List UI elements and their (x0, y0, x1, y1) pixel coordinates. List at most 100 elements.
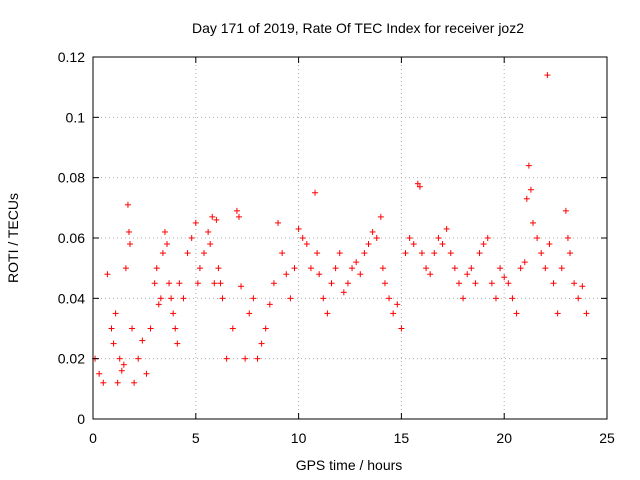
data-point (365, 241, 372, 248)
data-point (575, 295, 582, 302)
data-point (566, 250, 573, 257)
data-point (176, 280, 183, 287)
data-point (379, 265, 386, 272)
data-point (464, 271, 471, 278)
data-point (406, 235, 413, 241)
data-point (460, 295, 467, 302)
data-point (147, 325, 154, 332)
data-point (435, 235, 442, 241)
data-point (307, 265, 314, 272)
data-point (390, 310, 397, 317)
data-point (501, 274, 508, 281)
data-point (120, 361, 127, 368)
data-point (525, 162, 532, 169)
data-point (131, 379, 138, 386)
data-point (238, 283, 245, 290)
data-point (291, 265, 298, 272)
data-point (184, 250, 191, 257)
data-point (344, 280, 351, 287)
y-tick-label: 0.06 (58, 230, 85, 246)
data-point (122, 265, 129, 272)
data-point (194, 280, 201, 287)
data-point (262, 325, 269, 332)
data-point (127, 241, 134, 248)
data-point (546, 241, 553, 248)
data-point (377, 213, 384, 220)
data-point (100, 379, 107, 386)
data-point (538, 250, 545, 257)
data-point (213, 216, 220, 223)
data-point (562, 207, 569, 214)
x-tick-label: 15 (394, 430, 410, 446)
data-point (418, 250, 425, 257)
grid-lines (93, 57, 607, 419)
data-point (542, 265, 549, 272)
data-point (340, 289, 347, 296)
data-point (571, 280, 578, 287)
axis-ticks (92, 56, 608, 420)
data-point (476, 250, 483, 257)
data-point (205, 228, 212, 235)
data-point (513, 310, 520, 317)
y-tick-label: 0 (77, 411, 85, 427)
data-point (215, 265, 222, 272)
data-point (472, 280, 479, 287)
data-point (505, 280, 512, 287)
data-point (116, 355, 123, 362)
data-point (534, 235, 541, 241)
data-point (161, 228, 168, 235)
data-point (114, 379, 121, 386)
data-point (96, 370, 103, 377)
data-point (155, 301, 162, 308)
data-point (357, 271, 364, 278)
data-point (201, 250, 208, 257)
data-point (303, 241, 310, 248)
data-point (523, 195, 530, 202)
data-point (164, 241, 171, 248)
data-point (110, 340, 117, 347)
data-point (332, 265, 339, 272)
data-point (108, 325, 115, 332)
data-point (316, 271, 323, 278)
data-point (558, 265, 565, 272)
data-point (455, 280, 462, 287)
data-point (361, 250, 368, 257)
data-point (168, 295, 175, 302)
data-point (196, 265, 203, 272)
x-tick-label: 25 (599, 430, 615, 446)
data-point (219, 295, 226, 302)
data-point (314, 250, 321, 257)
data-point (287, 295, 294, 302)
data-point (104, 271, 111, 278)
data-point (233, 207, 240, 214)
data-point (402, 250, 409, 257)
data-point (124, 201, 131, 208)
data-point (192, 219, 199, 226)
y-axis-label: ROTI / TECUs (5, 193, 21, 283)
data-point (112, 310, 119, 317)
data-point (270, 280, 277, 287)
data-point (484, 235, 491, 241)
data-point (328, 280, 335, 287)
data-point (410, 241, 417, 248)
data-point (439, 241, 446, 248)
data-point (517, 265, 524, 272)
data-point (369, 228, 376, 235)
data-point (279, 250, 286, 257)
data-point (299, 235, 306, 241)
data-point (153, 265, 160, 272)
data-point (312, 189, 319, 196)
data-point (416, 183, 423, 190)
data-points (92, 72, 590, 386)
data-point (488, 280, 495, 287)
x-tick-label: 0 (89, 430, 97, 446)
data-point (579, 283, 586, 290)
data-point (451, 265, 458, 272)
data-point (159, 250, 166, 257)
data-point (583, 310, 590, 317)
data-point (211, 280, 218, 287)
data-point (349, 265, 356, 272)
data-point (447, 250, 454, 257)
y-tick-labels: 0 0.02 0.04 0.06 0.08 0.1 0.12 (58, 49, 85, 427)
y-tick-label: 0.08 (58, 170, 85, 186)
